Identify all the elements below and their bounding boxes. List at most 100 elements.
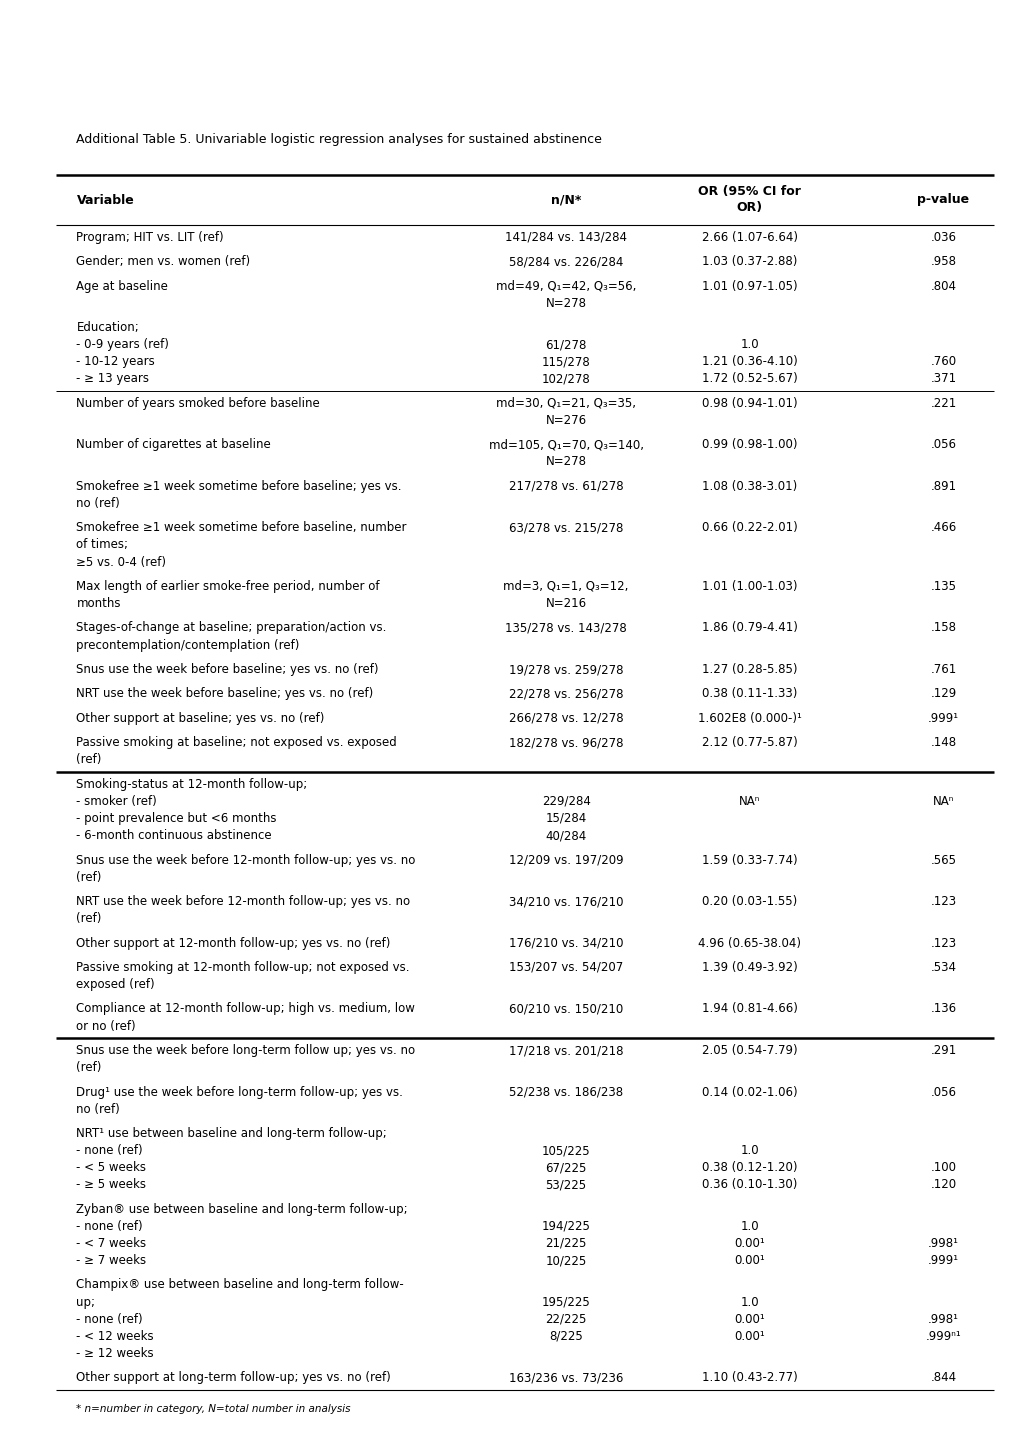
Text: Stages-of-change at baseline; preparation/action vs.: Stages-of-change at baseline; preparatio… [76,622,386,635]
Text: - 6-month continuous abstinence: - 6-month continuous abstinence [76,830,272,843]
Text: Gender; men vs. women (ref): Gender; men vs. women (ref) [76,255,251,268]
Text: .148: .148 [929,736,956,749]
Text: 58/284 vs. 226/284: 58/284 vs. 226/284 [508,255,623,268]
Text: exposed (ref): exposed (ref) [76,978,155,991]
Text: .466: .466 [929,521,956,534]
Text: 1.10 (0.43-2.77): 1.10 (0.43-2.77) [701,1371,797,1384]
Text: .891: .891 [929,481,956,494]
Text: Passive smoking at baseline; not exposed vs. exposed: Passive smoking at baseline; not exposed… [76,736,396,749]
Text: .760: .760 [929,355,956,368]
Text: 1.94 (0.81-4.66): 1.94 (0.81-4.66) [701,1003,797,1016]
Text: .565: .565 [929,853,956,866]
Text: .804: .804 [929,280,956,293]
Text: .998¹: .998¹ [927,1313,958,1326]
Text: .056: .056 [929,1085,956,1098]
Text: 135/278 vs. 143/278: 135/278 vs. 143/278 [504,622,627,635]
Text: 266/278 vs. 12/278: 266/278 vs. 12/278 [508,711,623,724]
Text: ≥5 vs. 0-4 (ref): ≥5 vs. 0-4 (ref) [76,556,166,569]
Text: 1.0: 1.0 [740,338,758,351]
Text: 34/210 vs. 176/210: 34/210 vs. 176/210 [508,895,623,908]
Text: Snus use the week before long-term follow up; yes vs. no: Snus use the week before long-term follo… [76,1045,415,1058]
Text: (ref): (ref) [76,1061,102,1074]
Text: 1.01 (1.00-1.03): 1.01 (1.00-1.03) [701,580,797,593]
Text: .123: .123 [929,895,956,908]
Text: 1.01 (0.97-1.05): 1.01 (0.97-1.05) [701,280,797,293]
Text: - none (ref): - none (ref) [76,1313,143,1326]
Text: Max length of earlier smoke-free period, number of: Max length of earlier smoke-free period,… [76,580,380,593]
Text: md=105, Q₁=70, Q₃=140,: md=105, Q₁=70, Q₃=140, [488,439,643,452]
Text: N=278: N=278 [545,297,586,310]
Text: NAⁿ: NAⁿ [932,795,953,808]
Text: .036: .036 [929,231,956,244]
Text: - ≥ 5 weeks: - ≥ 5 weeks [76,1179,147,1192]
Text: .100: .100 [929,1162,956,1175]
Text: * n=number in category, N=total number in analysis: * n=number in category, N=total number i… [76,1404,351,1414]
Text: 8/225: 8/225 [548,1330,583,1343]
Text: NAⁿ: NAⁿ [739,795,759,808]
Text: 1.602E8 (0.000-)¹: 1.602E8 (0.000-)¹ [697,711,801,724]
Text: - ≥ 7 weeks: - ≥ 7 weeks [76,1254,147,1267]
Text: 19/278 vs. 259/278: 19/278 vs. 259/278 [508,662,623,675]
Text: 0.00¹: 0.00¹ [734,1330,764,1343]
Text: - 0-9 years (ref): - 0-9 years (ref) [76,338,169,351]
Text: 1.0: 1.0 [740,1144,758,1157]
Text: 61/278: 61/278 [545,338,586,351]
Text: 1.0: 1.0 [740,1219,758,1232]
Text: Education;: Education; [76,322,140,335]
Text: .123: .123 [929,937,956,949]
Text: N=278: N=278 [545,456,586,469]
Text: 0.20 (0.03-1.55): 0.20 (0.03-1.55) [701,895,797,908]
Text: .135: .135 [929,580,956,593]
Text: .136: .136 [929,1003,956,1016]
Text: 40/284: 40/284 [545,830,586,843]
Text: Smoking-status at 12-month follow-up;: Smoking-status at 12-month follow-up; [76,778,308,791]
Text: NRT use the week before baseline; yes vs. no (ref): NRT use the week before baseline; yes vs… [76,687,373,700]
Text: 105/225: 105/225 [541,1144,590,1157]
Text: - none (ref): - none (ref) [76,1219,143,1232]
Text: .761: .761 [929,662,956,675]
Text: .129: .129 [929,687,956,700]
Text: 0.99 (0.98-1.00): 0.99 (0.98-1.00) [701,439,797,452]
Text: md=3, Q₁=1, Q₃=12,: md=3, Q₁=1, Q₃=12, [503,580,628,593]
Text: 182/278 vs. 96/278: 182/278 vs. 96/278 [508,736,623,749]
Text: 0.98 (0.94-1.01): 0.98 (0.94-1.01) [701,397,797,410]
Text: N=276: N=276 [545,414,586,427]
Text: 22/225: 22/225 [545,1313,586,1326]
Text: 1.86 (0.79-4.41): 1.86 (0.79-4.41) [701,622,797,635]
Text: or no (ref): or no (ref) [76,1020,136,1033]
Text: 217/278 vs. 61/278: 217/278 vs. 61/278 [508,481,623,494]
Text: 1.59 (0.33-7.74): 1.59 (0.33-7.74) [701,853,797,866]
Text: 0.38 (0.12-1.20): 0.38 (0.12-1.20) [701,1162,797,1175]
Text: 194/225: 194/225 [541,1219,590,1232]
Text: Passive smoking at 12-month follow-up; not exposed vs.: Passive smoking at 12-month follow-up; n… [76,961,410,974]
Text: .221: .221 [929,397,956,410]
Text: Smokefree ≥1 week sometime before baseline, number: Smokefree ≥1 week sometime before baseli… [76,521,407,534]
Text: (ref): (ref) [76,912,102,925]
Text: Drug¹ use the week before long-term follow-up; yes vs.: Drug¹ use the week before long-term foll… [76,1085,403,1098]
Text: 1.72 (0.52-5.67): 1.72 (0.52-5.67) [701,372,797,385]
Text: precontemplation/contemplation (ref): precontemplation/contemplation (ref) [76,639,300,652]
Text: 10/225: 10/225 [545,1254,586,1267]
Text: 63/278 vs. 215/278: 63/278 vs. 215/278 [508,521,623,534]
Text: Other support at long-term follow-up; yes vs. no (ref): Other support at long-term follow-up; ye… [76,1371,391,1384]
Text: - < 12 weeks: - < 12 weeks [76,1330,154,1343]
Text: 0.66 (0.22-2.01): 0.66 (0.22-2.01) [701,521,797,534]
Text: 67/225: 67/225 [545,1162,586,1175]
Text: .844: .844 [929,1371,956,1384]
Text: 0.00¹: 0.00¹ [734,1254,764,1267]
Text: 21/225: 21/225 [545,1237,586,1250]
Text: .534: .534 [929,961,956,974]
Text: 12/209 vs. 197/209: 12/209 vs. 197/209 [508,853,623,866]
Text: 22/278 vs. 256/278: 22/278 vs. 256/278 [508,687,623,700]
Text: 2.66 (1.07-6.64): 2.66 (1.07-6.64) [701,231,797,244]
Text: 1.39 (0.49-3.92): 1.39 (0.49-3.92) [701,961,797,974]
Text: - < 7 weeks: - < 7 weeks [76,1237,147,1250]
Text: no (ref): no (ref) [76,496,120,509]
Text: 60/210 vs. 150/210: 60/210 vs. 150/210 [508,1003,623,1016]
Text: Other support at 12-month follow-up; yes vs. no (ref): Other support at 12-month follow-up; yes… [76,937,390,949]
Text: of times;: of times; [76,538,128,551]
Text: 52/238 vs. 186/238: 52/238 vs. 186/238 [508,1085,623,1098]
Text: md=49, Q₁=42, Q₃=56,: md=49, Q₁=42, Q₃=56, [495,280,636,293]
Text: 2.05 (0.54-7.79): 2.05 (0.54-7.79) [701,1045,797,1058]
Text: - smoker (ref): - smoker (ref) [76,795,157,808]
